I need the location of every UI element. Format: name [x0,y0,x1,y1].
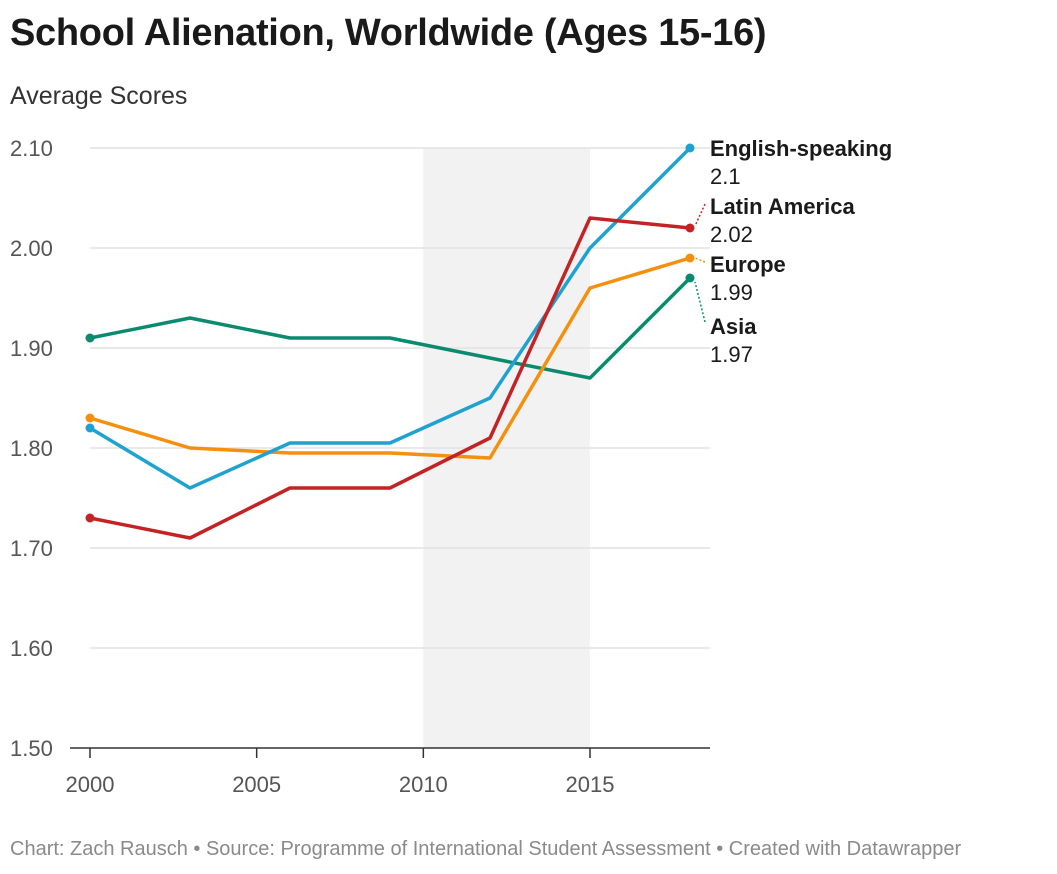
y-tick-label: 1.50 [10,736,53,761]
series-line-english-speaking [88,146,692,490]
chart-title: School Alienation, Worldwide (Ages 15-16… [10,12,767,54]
end-point-asia [685,273,695,283]
y-tick-label: 2.10 [10,136,53,161]
y-tick-label: 1.60 [10,636,53,661]
chart-subtitle: Average Scores [10,82,188,110]
leader-line-latin-america [694,203,706,227]
series-label-english-speaking: English-speaking [710,136,892,161]
series-line-latin-america [88,216,692,540]
series-lines [85,143,695,540]
x-tick-label: 2000 [66,772,115,797]
value-label-english-speaking: 2.1 [710,164,741,189]
x-tick-label: 2015 [566,772,615,797]
series-label-europe: Europe [710,252,786,277]
chart-footer: Chart: Zach Rausch • Source: Programme o… [10,838,962,860]
y-tick-label: 1.90 [10,336,53,361]
y-tick-label: 1.80 [10,436,53,461]
line-chart: 2.10 2.00 1.90 1.80 1.70 1.60 1.50 2000 2005 2010… [10,136,892,797]
start-point-latin-america [85,513,95,523]
x-tick-label: 2005 [232,772,281,797]
value-label-latin-america: 2.02 [710,222,753,247]
series-line-asia [88,276,692,380]
y-tick-label: 1.70 [10,536,53,561]
start-point-asia [85,333,95,343]
leader-line-europe [694,257,706,263]
series-line-europe [88,256,692,460]
y-tick-label: 2.00 [10,236,53,261]
start-point-english-speaking [85,423,95,433]
value-label-asia: 1.97 [710,342,753,367]
start-point-europe [85,413,95,423]
end-point-english-speaking [685,143,695,153]
leader-line-asia [694,281,706,323]
series-label-asia: Asia [710,314,757,339]
end-point-latin-america [685,223,695,233]
end-point-europe [685,253,695,263]
x-tick-label: 2010 [399,772,448,797]
series-label-latin-america: Latin America [710,194,855,219]
value-label-europe: 1.99 [710,280,753,305]
